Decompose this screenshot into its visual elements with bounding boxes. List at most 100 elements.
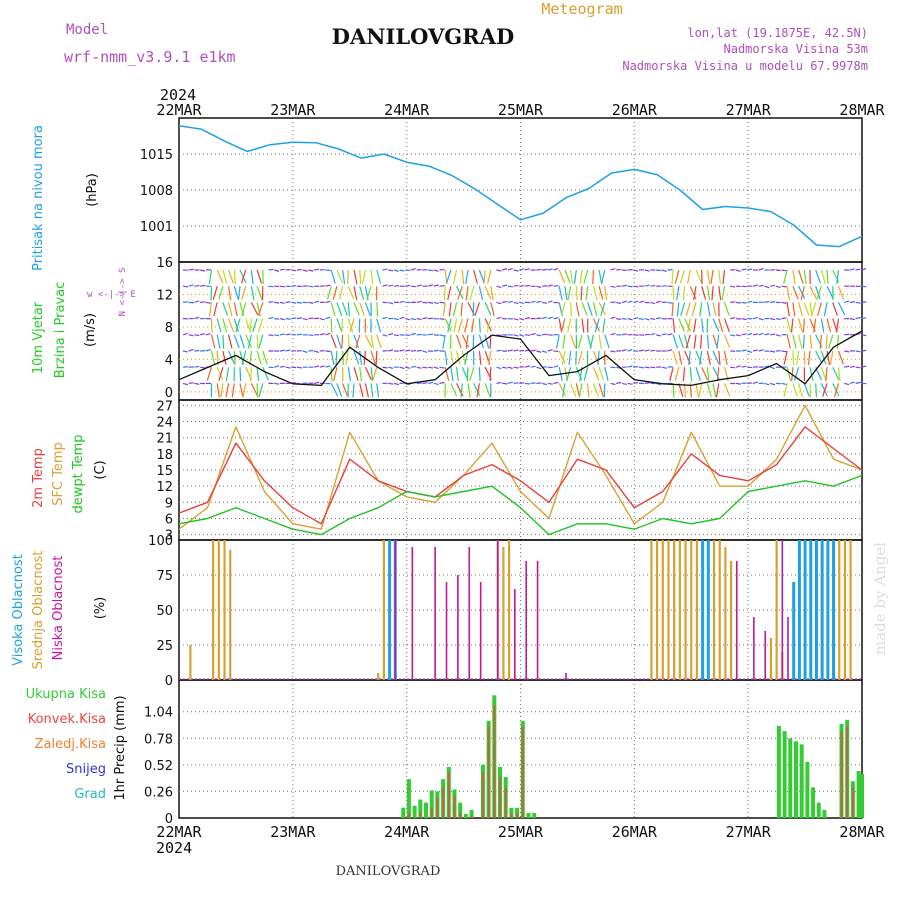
wind-arrow — [279, 365, 285, 368]
wind-arrow — [699, 350, 703, 365]
wind-arrow — [783, 269, 788, 284]
y-tick-label: 18 — [156, 448, 173, 463]
wind-arrow — [405, 284, 411, 287]
wind-arrow — [695, 269, 703, 284]
wind-arrow — [825, 334, 828, 349]
wind-arrow — [758, 349, 764, 352]
wind-arrow — [235, 318, 241, 333]
wind-arrow — [388, 284, 394, 287]
wind-arrow — [706, 367, 710, 382]
wind-arrow — [815, 286, 821, 300]
wind-arrow — [807, 350, 811, 365]
wind-arrow — [716, 334, 720, 349]
wind-arrow — [445, 269, 452, 284]
legend-frozen: Zaledj.Kisa — [35, 737, 106, 752]
wind-arrow — [741, 349, 747, 352]
total-precip-bar — [782, 731, 787, 818]
wind-arrow — [661, 366, 667, 369]
high-cloud-bar — [832, 540, 836, 680]
credit: made by Angel — [871, 542, 889, 655]
wind-arrow — [210, 318, 213, 333]
convective-precip-bar — [447, 772, 450, 818]
wind-arrow — [502, 382, 508, 385]
wind-arrow — [474, 302, 480, 316]
wind-arrow — [399, 366, 405, 370]
wind-arrow — [442, 302, 446, 317]
wind-arrow — [205, 333, 211, 336]
wind-arrow — [678, 383, 684, 398]
wind-arrow — [627, 300, 633, 303]
wind-arrow — [816, 286, 822, 300]
wind-arrow — [575, 383, 581, 398]
wind-arrow — [536, 350, 542, 353]
wind-arrow — [536, 300, 542, 303]
wind-arrow — [325, 316, 331, 320]
convective-precip-bar — [459, 812, 462, 818]
wind-arrow — [349, 318, 355, 333]
lonlat: lon,lat (19.1875E, 42.5N) — [687, 26, 868, 40]
wind-arrow — [530, 333, 536, 336]
wind-arrow — [513, 269, 519, 272]
mid-cloud-bar — [724, 547, 727, 680]
wind-arrow — [693, 286, 697, 301]
y-tick-label: 1015 — [140, 148, 173, 163]
wind-arrow — [610, 350, 616, 353]
wind-arrow — [258, 383, 264, 398]
wind-arrow — [598, 302, 606, 316]
wind-arrow — [679, 269, 686, 284]
convective-precip-bar — [851, 787, 854, 818]
wind-arrow — [735, 334, 741, 337]
wind-arrow — [573, 269, 577, 284]
wind-arrow — [832, 269, 840, 283]
wind-arrow — [669, 367, 674, 381]
wind-arrow — [684, 318, 692, 332]
wind-arrow — [194, 316, 200, 320]
wind-arrow — [579, 269, 583, 284]
y-tick-label: 6 — [165, 512, 173, 527]
wind-arrow — [228, 334, 233, 349]
total-precip-bar — [463, 813, 468, 818]
wind-arrow — [718, 350, 721, 365]
wind-arrow — [530, 365, 536, 368]
wind-arrow — [812, 318, 817, 333]
wind-arrow — [335, 350, 338, 366]
wind-arrow — [796, 350, 800, 365]
wind-arrow — [449, 334, 452, 349]
wind-arrow — [792, 350, 795, 366]
wind-arrow — [723, 383, 731, 397]
model-label: Model — [66, 22, 108, 38]
wind-arrow — [747, 268, 753, 271]
wind-arrow — [581, 318, 585, 333]
wind-arrow — [689, 367, 693, 382]
wind-arrow — [439, 318, 445, 320]
wind-arrow — [650, 301, 656, 305]
wind-arrow — [633, 300, 639, 303]
wind-arrow — [241, 302, 247, 317]
wind-arrow — [783, 383, 788, 398]
wind-arrow — [798, 383, 804, 398]
wind-arrow — [291, 301, 297, 304]
wind-arrow — [610, 268, 616, 271]
wind-arrow — [547, 284, 553, 287]
wind-arrow — [489, 367, 492, 382]
wind-arrow — [570, 269, 574, 284]
wind-arrow — [829, 350, 834, 365]
convective-precip-bar — [510, 812, 513, 818]
wind-arrow — [256, 269, 263, 284]
wind-arrow — [849, 365, 855, 368]
wind-arrow — [257, 302, 264, 316]
wind-arrow — [687, 318, 691, 333]
wind-arrow — [826, 285, 834, 300]
wind-arrow — [793, 367, 800, 381]
high-cloud-bar — [814, 540, 818, 680]
high-cloud-bar — [388, 540, 392, 680]
y-tick-label: 27 — [156, 399, 173, 414]
y-tick-label: 0 — [165, 674, 173, 689]
wind-arrow — [861, 317, 867, 320]
total-precip-bar — [856, 770, 861, 818]
mid-cloud-bar — [838, 540, 841, 680]
wind-arrow — [832, 383, 840, 397]
wind-arrow — [433, 382, 439, 386]
wind-arrow — [285, 333, 291, 336]
